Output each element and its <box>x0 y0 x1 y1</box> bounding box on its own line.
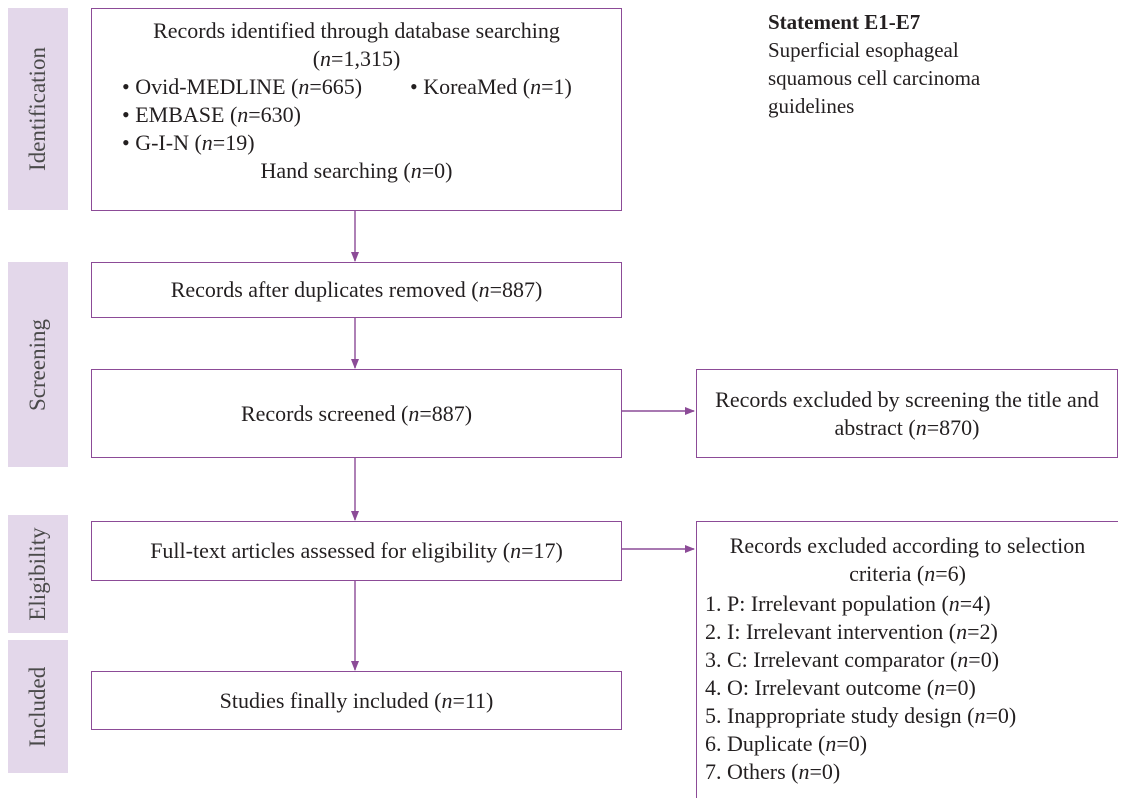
source-embase: • EMBASE (n=630) <box>122 101 301 129</box>
source-ovid-medline: • Ovid-MEDLINE (n=665) <box>122 73 362 101</box>
statement-line: Superficial esophageal <box>768 36 980 64</box>
identification-total: (n=1,315) <box>92 45 621 73</box>
exclusion-reason: 6. Duplicate (n=0) <box>705 730 1118 758</box>
statement-title: Statement E1-E7 <box>768 8 980 36</box>
records-screened-text: Records screened (n=887) <box>241 400 472 428</box>
statement-line: squamous cell carcinoma <box>768 64 980 92</box>
exclusion-reason: 4. O: Irrelevant outcome (n=0) <box>705 674 1118 702</box>
source-gin: • G-I-N (n=19) <box>122 129 255 157</box>
exclusion-reason: 5. Inappropriate study design (n=0) <box>705 702 1118 730</box>
excluded-criteria-box: Records excluded according to selection … <box>696 521 1118 798</box>
exclusion-reason: 1. P: Irrelevant population (n=4) <box>705 590 1118 618</box>
statement-line: guidelines <box>768 92 980 120</box>
excluded-criteria-line2: criteria (n=6) <box>697 560 1118 588</box>
identification-box: Records identified through database sear… <box>91 8 622 211</box>
fulltext-assessed-box: Full-text articles assessed for eligibil… <box>91 521 622 581</box>
exclusion-reason: 7. Others (n=0) <box>705 758 1118 786</box>
source-koreamed: • KoreaMed (n=1) <box>410 73 572 101</box>
excluded-screening-box: Records excluded by screening the title … <box>696 369 1118 458</box>
statement-block: Statement E1-E7 Superficial esophageal s… <box>768 8 980 120</box>
excluded-screening-line2: abstract (n=870) <box>835 414 980 442</box>
exclusion-reason: 3. C: Irrelevant comparator (n=0) <box>705 646 1118 674</box>
hand-searching: Hand searching (n=0) <box>92 157 621 185</box>
excluded-screening-line1: Records excluded by screening the title … <box>715 386 1099 414</box>
identification-title: Records identified through database sear… <box>92 17 621 45</box>
exclusion-reason: 2. I: Irrelevant intervention (n=2) <box>705 618 1118 646</box>
exclusion-reasons-list: 1. P: Irrelevant population (n=4) 2. I: … <box>697 590 1118 786</box>
duplicates-removed-text: Records after duplicates removed (n=887) <box>171 276 543 304</box>
studies-included-text: Studies finally included (n=11) <box>220 687 494 715</box>
records-screened-box: Records screened (n=887) <box>91 369 622 458</box>
duplicates-removed-box: Records after duplicates removed (n=887) <box>91 262 622 318</box>
studies-included-box: Studies finally included (n=11) <box>91 671 622 730</box>
fulltext-assessed-text: Full-text articles assessed for eligibil… <box>150 537 563 565</box>
excluded-criteria-line1: Records excluded according to selection <box>697 532 1118 560</box>
